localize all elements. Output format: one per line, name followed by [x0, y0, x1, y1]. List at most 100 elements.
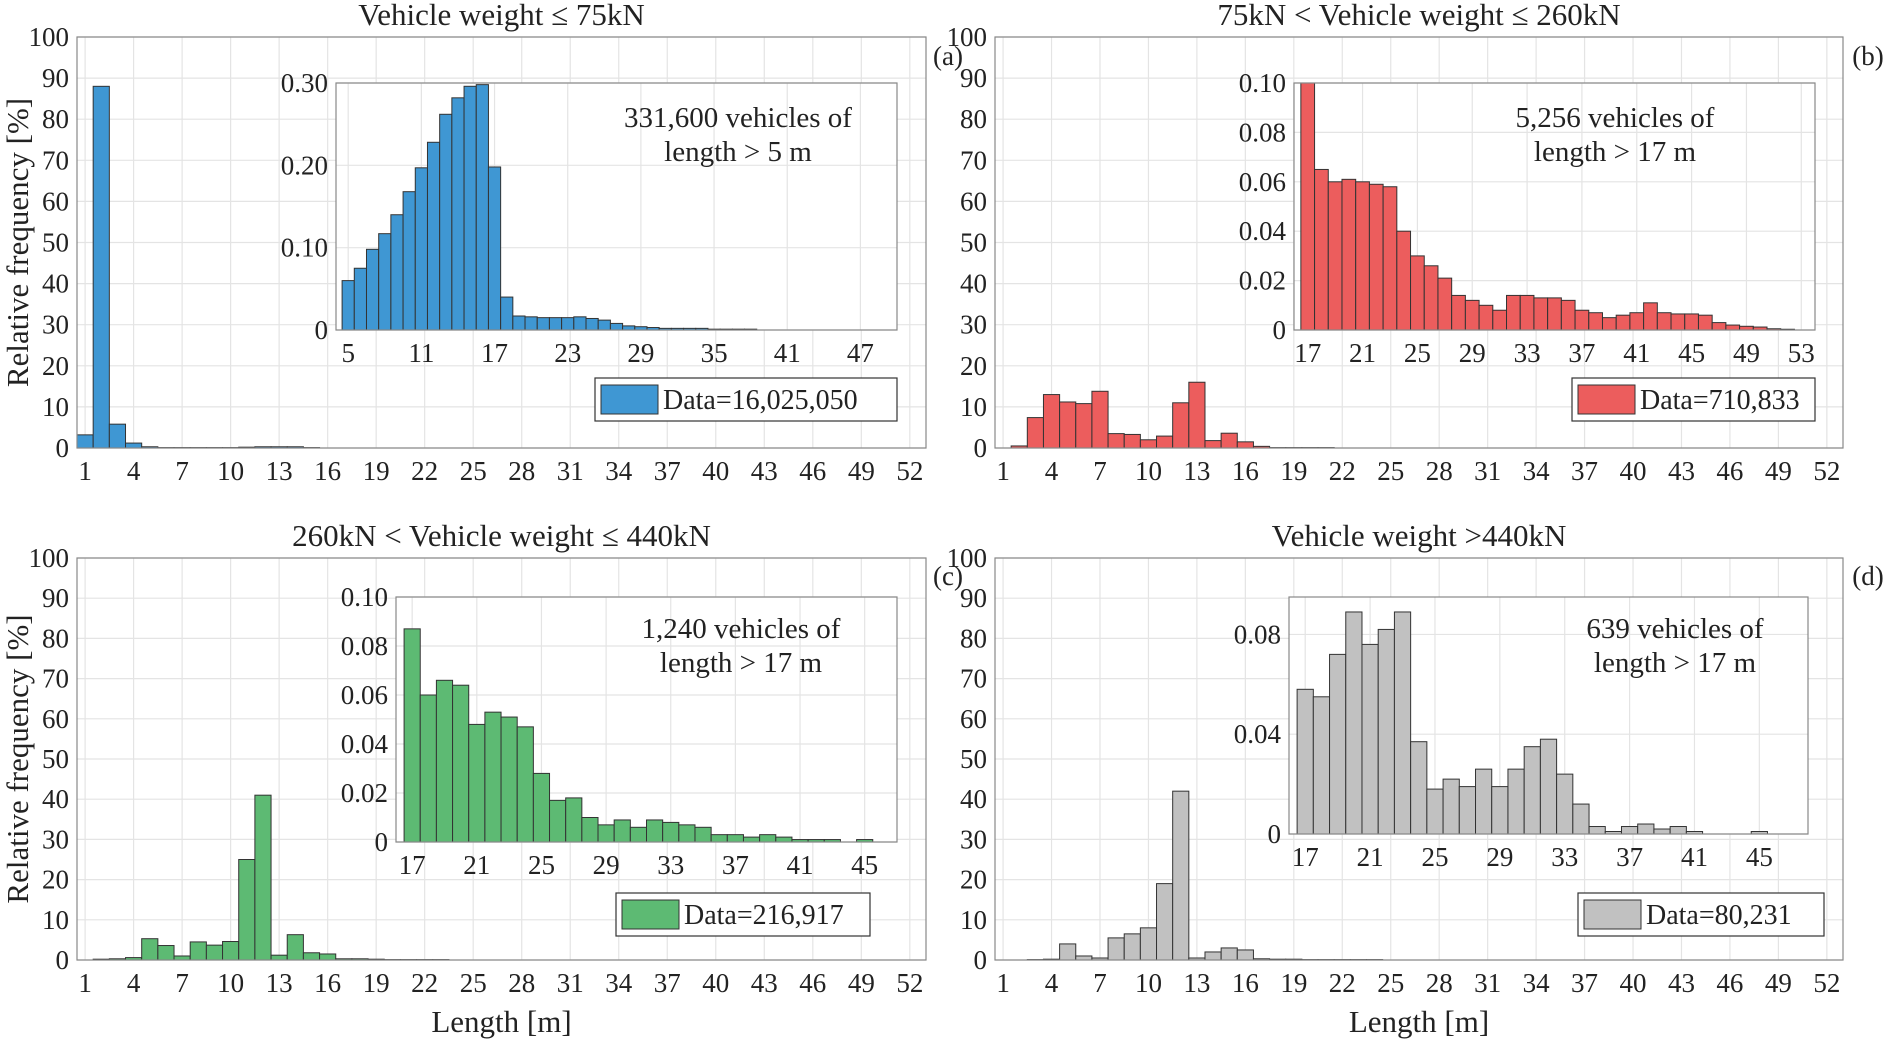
y-tick-label: 100: [29, 22, 70, 52]
y-axis-label: Relative frequency [%]: [0, 614, 35, 903]
x-tick-label: 40: [1620, 968, 1647, 998]
y-tick-label: 60: [960, 186, 987, 216]
inset-bar: [512, 315, 526, 331]
x-tick-label: 22: [1329, 456, 1356, 486]
x-tick-label: 34: [1523, 456, 1551, 486]
y-tick-label: 0: [56, 433, 70, 463]
inset-bar: [414, 167, 428, 331]
inset-annotation: 1,240 vehicles of: [642, 613, 841, 645]
inset-bar: [1560, 299, 1576, 331]
inset-bar: [1711, 322, 1727, 331]
inset-bar: [1312, 696, 1331, 835]
bar: [319, 953, 337, 961]
inset-bar: [419, 694, 437, 843]
bar: [270, 954, 288, 961]
x-tick-label: 1: [78, 968, 92, 998]
legend: Data=216,917: [615, 892, 871, 937]
x-tick-label: 22: [1329, 968, 1356, 998]
y-tick-label: 40: [960, 784, 987, 814]
inset-bar: [1539, 738, 1558, 835]
inset-bar: [1519, 294, 1535, 331]
inset-bar: [678, 824, 696, 843]
inset-x-tick-label: 29: [1459, 338, 1486, 368]
y-tick-label: 10: [42, 392, 69, 422]
y-tick-label: 50: [42, 228, 69, 258]
inset: 0 0.04 0.08 17 21 25 29 33 37 41 45 639 vehicles of…: [1234, 596, 1809, 872]
x-tick-label: 10: [1135, 968, 1162, 998]
inset-x-tick-label: 17: [1292, 842, 1319, 872]
inset-bar: [726, 834, 744, 843]
bar: [1059, 943, 1077, 961]
x-tick-label: 10: [217, 968, 244, 998]
inset-bar: [1314, 168, 1329, 331]
x-tick-label: 37: [654, 456, 681, 486]
bar: [1156, 435, 1174, 449]
inset-x-tick-label: 11: [408, 338, 434, 368]
bar: [238, 859, 256, 961]
x-tick-label: 43: [1668, 968, 1695, 998]
chart-title: 260kN < Vehicle weight ≤ 440kN: [292, 518, 711, 553]
x-tick-label: 13: [1183, 968, 1210, 998]
inset-bar: [452, 684, 470, 843]
legend: Data=16,025,050: [594, 377, 898, 422]
x-tick-label: 28: [1426, 456, 1453, 486]
x-tick-label: 52: [1813, 968, 1840, 998]
inset-bar: [1653, 828, 1671, 835]
inset-bar: [435, 679, 454, 843]
inset-bar: [646, 819, 664, 843]
y-tick-label: 40: [42, 269, 69, 299]
panel-tag: (b): [1852, 41, 1883, 71]
y-tick-label: 30: [960, 310, 987, 340]
inset-y-tick-label: 0.08: [341, 631, 388, 661]
x-tick-label: 49: [1765, 456, 1792, 486]
inset-x-tick-label: 37: [1616, 842, 1643, 872]
x-tick-label: 1: [996, 456, 1010, 486]
inset-bar: [532, 772, 551, 843]
x-tick-label: 46: [799, 968, 826, 998]
inset-x-tick-label: 41: [1681, 842, 1708, 872]
bar: [1236, 949, 1254, 961]
inset-bar: [1361, 643, 1379, 835]
y-tick-label: 100: [947, 22, 988, 52]
inset-bar: [365, 248, 380, 331]
axes-frame: [76, 36, 927, 449]
inset-bar: [549, 799, 567, 843]
inset-x-tick-label: 17: [1294, 338, 1321, 368]
x-tick-label: 16: [314, 456, 341, 486]
bar: [1075, 955, 1093, 961]
inset-x-tick-label: 45: [851, 850, 878, 880]
x-tick-label: 16: [1232, 968, 1259, 998]
panel-3: 0 10 20 30 40 50 60 70 80 90 100 1 4 7 10 13 16 19 22 25 28 3…: [0, 518, 963, 1039]
x-tick-label: 7: [1093, 456, 1107, 486]
y-axis-label: Relative frequency [%]: [0, 98, 35, 387]
y-tick-label: 100: [29, 543, 70, 573]
inset-frame: [1288, 596, 1809, 835]
y-tick-label: 60: [960, 704, 987, 734]
inset-bar: [468, 723, 486, 843]
inset-bar: [1572, 803, 1590, 835]
inset-bar: [487, 166, 502, 331]
inset-bar: [1437, 277, 1453, 331]
inset-y-tick-label: 0.04: [1239, 216, 1287, 246]
inset-x-tick-label: 47: [847, 338, 874, 368]
y-tick-label: 80: [42, 623, 69, 653]
y-tick-label: 20: [42, 865, 69, 895]
y-tick-label: 80: [960, 104, 987, 134]
bar: [1091, 390, 1109, 449]
y-tick-label: 40: [42, 784, 69, 814]
bar: [92, 85, 110, 449]
x-tick-label: 4: [1045, 968, 1059, 998]
inset-x-tick-label: 37: [1568, 338, 1595, 368]
inset-y-tick-label: 0.08: [1239, 117, 1286, 147]
x-tick-label: 25: [460, 968, 487, 998]
inset-x-tick-label: 23: [554, 338, 581, 368]
inset-bar: [597, 824, 615, 843]
x-tick-label: 49: [848, 968, 875, 998]
inset-x-tick-label: 49: [1733, 338, 1760, 368]
inset-y-tick-label: 0.30: [281, 68, 328, 98]
inset-x-tick-label: 5: [341, 338, 355, 368]
inset-bar: [402, 191, 416, 331]
y-tick-label: 100: [947, 543, 988, 573]
bar: [1107, 937, 1125, 961]
inset-bar: [1442, 778, 1460, 835]
